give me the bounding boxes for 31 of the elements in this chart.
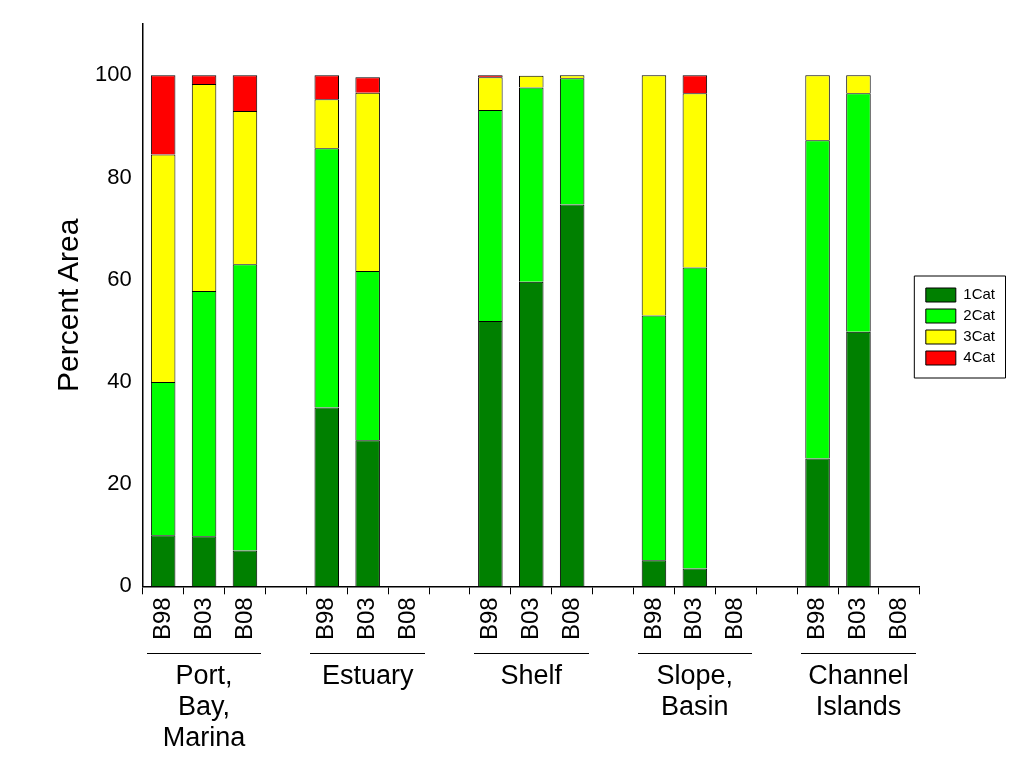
x-tick-label: B03 xyxy=(679,597,707,640)
y-tick-label: 80 xyxy=(107,163,132,189)
legend-label: 3Cat xyxy=(963,327,996,345)
x-tick-label: B03 xyxy=(188,597,216,640)
y-axis-title: Percent Area xyxy=(51,218,85,392)
text: Slope, Basin xyxy=(637,653,753,722)
x-tick-label: B08 xyxy=(556,597,584,640)
x-tick-label: B08 xyxy=(883,597,911,640)
x-tick-label: B98 xyxy=(147,597,175,640)
y-tick-label: 20 xyxy=(107,470,132,496)
legend-label: 1Cat xyxy=(963,285,996,303)
text: Channel Islands xyxy=(801,653,916,722)
x-tick-label: B08 xyxy=(393,597,421,640)
x-tick-label: B03 xyxy=(352,597,380,640)
text: Estuary xyxy=(310,653,425,691)
x-tick-label: B03 xyxy=(515,597,543,640)
legend-label: 4Cat xyxy=(963,348,996,366)
y-tick-label: 100 xyxy=(94,61,132,87)
x-tick-label: B08 xyxy=(720,597,748,640)
legend-label: 2Cat xyxy=(963,306,996,324)
y-tick-label: 60 xyxy=(107,265,132,291)
y-tick-label: 0 xyxy=(119,572,132,598)
x-tick-label: B98 xyxy=(638,597,666,640)
y-tick-label: 40 xyxy=(107,367,132,393)
x-tick-label: B98 xyxy=(311,597,339,640)
x-tick-label: B98 xyxy=(474,597,502,640)
x-tick-label: B03 xyxy=(843,597,871,640)
text: Shelf xyxy=(474,653,589,691)
text: Port, Bay, Marina xyxy=(146,653,262,753)
x-tick-label: B98 xyxy=(802,597,830,640)
x-tick-label: B08 xyxy=(229,597,257,640)
